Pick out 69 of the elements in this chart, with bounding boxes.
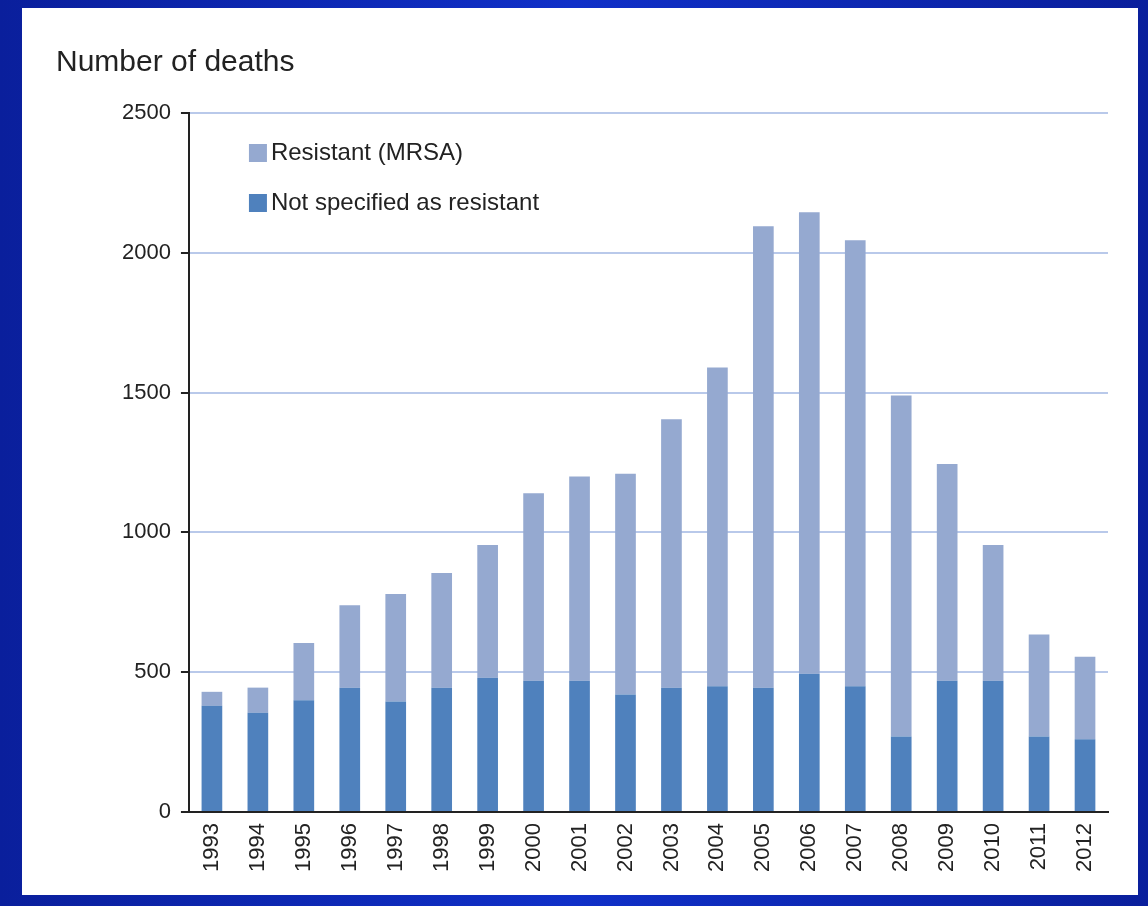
bar xyxy=(477,545,498,678)
bar xyxy=(293,700,315,812)
bar xyxy=(339,605,361,688)
x-tick-label: 2008 xyxy=(887,823,913,873)
bar xyxy=(936,680,958,812)
bar xyxy=(569,476,590,681)
bar xyxy=(247,712,269,812)
bar xyxy=(431,687,453,812)
x-tick-label: 1994 xyxy=(243,823,269,873)
bar xyxy=(1074,656,1096,740)
bar xyxy=(753,226,774,688)
y-tick-label: 1500 xyxy=(121,378,171,404)
bar xyxy=(247,687,269,713)
y-tick-label: 2000 xyxy=(121,238,171,264)
x-tick-label: 2006 xyxy=(795,823,821,873)
bar xyxy=(477,677,498,812)
x-tick-label: 2005 xyxy=(749,823,775,873)
bar xyxy=(661,687,682,812)
bar xyxy=(615,694,636,812)
y-axis-title: Number of deaths xyxy=(56,44,295,78)
bar xyxy=(523,680,544,812)
y-tick-label: 0 xyxy=(158,798,171,824)
bar xyxy=(890,395,912,737)
bar xyxy=(201,705,223,812)
x-tick-label: 1995 xyxy=(289,823,315,873)
x-tick-label: 1996 xyxy=(335,823,361,873)
x-tick-label: 2011 xyxy=(1025,823,1051,871)
x-tick-label: 2012 xyxy=(1071,823,1097,873)
bar xyxy=(431,572,453,688)
bar xyxy=(615,473,636,695)
x-tick-label: 2009 xyxy=(933,823,959,873)
bar xyxy=(707,367,728,687)
bar xyxy=(798,673,820,812)
x-tick-label: 2002 xyxy=(611,823,637,873)
bar xyxy=(1028,736,1050,812)
legend-label: Not specified as resistant xyxy=(270,187,540,215)
bar xyxy=(569,680,590,812)
legend-label: Resistant (MRSA) xyxy=(270,137,463,165)
bar xyxy=(844,240,866,687)
x-tick-label: 1997 xyxy=(381,823,407,873)
x-tick-label: 2007 xyxy=(841,823,867,873)
bar xyxy=(1074,739,1096,812)
bar xyxy=(201,691,223,706)
bar xyxy=(982,680,1004,812)
bar xyxy=(385,701,407,812)
x-tick-label: 1999 xyxy=(473,823,499,873)
x-tick-label: 2001 xyxy=(565,823,591,873)
x-tick-label: 2000 xyxy=(519,823,545,873)
bar xyxy=(339,687,361,812)
x-tick-label: 1993 xyxy=(197,823,223,873)
bar xyxy=(523,493,544,681)
bar xyxy=(753,687,774,812)
bar xyxy=(936,463,958,681)
x-tick-label: 2010 xyxy=(979,823,1005,873)
bar xyxy=(890,736,912,812)
y-tick-label: 500 xyxy=(134,658,171,684)
bar xyxy=(982,545,1004,681)
y-tick-label: 2500 xyxy=(121,99,171,125)
x-tick-label: 2004 xyxy=(703,823,729,873)
y-tick-label: 1000 xyxy=(121,518,171,544)
x-tick-label: 1998 xyxy=(427,823,453,873)
x-tick-label: 2003 xyxy=(657,823,683,873)
bar xyxy=(844,686,866,812)
bar xyxy=(661,419,682,688)
bar xyxy=(293,642,315,701)
bar xyxy=(707,686,728,812)
bar xyxy=(798,212,820,674)
bar xyxy=(385,593,407,702)
bar xyxy=(1028,634,1050,737)
